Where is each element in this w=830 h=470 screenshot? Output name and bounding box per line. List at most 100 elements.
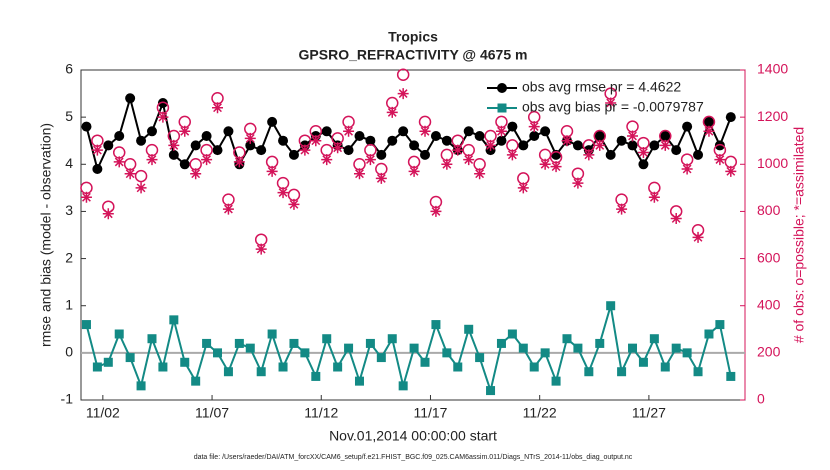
bias-point <box>562 334 572 344</box>
assimilated-obs-point <box>80 191 92 203</box>
bias-point <box>169 315 179 325</box>
bias-point <box>81 320 91 330</box>
y-tick-label: 0 <box>65 344 73 360</box>
x-axis-label: Nov.01,2014 00:00:00 start <box>329 428 497 444</box>
possible-obs-point <box>517 172 530 185</box>
y2-tick-label: 600 <box>757 249 781 265</box>
y-tick-label: -1 <box>61 391 74 407</box>
assimilated-obs-point <box>528 121 540 133</box>
possible-obs-point <box>451 134 465 147</box>
y-tick-label: 4 <box>65 155 73 171</box>
legend-label: obs avg rmse pr = 4.4622 <box>522 79 681 95</box>
possible-obs-point <box>473 158 486 171</box>
assimilated-obs-point <box>157 111 169 123</box>
x-tick-label: 11/22 <box>523 405 557 421</box>
assimilated-obs-point <box>135 182 147 194</box>
bias-point <box>180 357 190 367</box>
bias-point <box>213 348 223 358</box>
assimilated-obs-point <box>605 97 617 109</box>
rmse-point <box>245 140 256 151</box>
chart-subtitle: GPSRO_REFRACTIVITY @ 4675 m <box>299 47 528 63</box>
x-tick-label: 11/07 <box>195 405 229 421</box>
rmse-point <box>496 135 507 146</box>
rmse-point <box>605 149 616 160</box>
bias-point <box>202 338 212 348</box>
rmse-point <box>365 135 376 146</box>
possible-obs-point <box>80 181 93 195</box>
assimilated-obs-point <box>419 125 431 137</box>
legend-marker <box>497 103 507 113</box>
y2-tick-label: 200 <box>757 344 781 360</box>
bias-point <box>453 362 463 372</box>
possible-obs-point <box>276 176 290 190</box>
rmse-point <box>682 121 693 132</box>
x-tick-label: 11/17 <box>413 405 447 421</box>
bias-point <box>365 338 375 348</box>
rmse-point <box>463 126 474 137</box>
assimilated-obs-point <box>430 205 442 217</box>
rmse-point <box>638 159 649 170</box>
possible-obs-point <box>724 155 738 169</box>
assimilated-obs-point <box>332 142 344 154</box>
assimilated-obs-point <box>561 135 573 147</box>
bias-point <box>409 343 419 353</box>
assimilated-obs-point <box>725 165 737 177</box>
assimilated-obs-point <box>168 139 180 151</box>
rmse-point <box>321 126 332 137</box>
rmse-point <box>387 135 398 146</box>
possible-obs-point <box>134 169 148 183</box>
bias-point <box>704 329 714 339</box>
rmse-point <box>256 145 267 156</box>
assimilated-obs-point <box>681 163 693 175</box>
rmse-point <box>376 149 387 160</box>
bias-point <box>114 329 124 339</box>
bias-point <box>529 362 539 372</box>
bias-point <box>311 371 321 381</box>
assimilated-obs-point <box>375 172 387 184</box>
bias-point <box>660 362 670 372</box>
rmse-point <box>714 140 725 151</box>
bias-point <box>387 334 397 344</box>
rmse-point <box>92 164 103 174</box>
possible-obs-point <box>364 143 377 157</box>
y-tick-label: 2 <box>65 249 73 265</box>
y2-tick-label: 1400 <box>757 61 788 77</box>
x-tick-label: 11/02 <box>86 405 120 421</box>
assimilated-obs-point <box>474 168 486 180</box>
assimilated-obs-point <box>495 125 507 137</box>
assimilated-obs-point <box>517 182 529 194</box>
rmse-point <box>409 140 420 151</box>
assimilated-obs-point <box>201 154 213 166</box>
bias-point <box>267 329 277 339</box>
bias-point <box>606 301 616 311</box>
possible-obs-point <box>254 233 268 246</box>
bias-point <box>496 338 506 348</box>
chart-title: Tropics <box>388 29 438 45</box>
assimilated-obs-point <box>616 203 628 215</box>
assimilated-obs-point <box>659 139 671 151</box>
possible-obs-point <box>189 158 202 171</box>
bias-point <box>551 376 561 386</box>
rmse-point <box>343 145 354 156</box>
bias-point <box>333 362 343 372</box>
possible-obs-point <box>429 195 443 209</box>
rmse-point <box>660 131 671 141</box>
possible-obs-point <box>265 155 279 169</box>
possible-obs-point <box>560 125 574 138</box>
bias-point <box>715 320 725 330</box>
y2-tick-label: 0 <box>757 391 765 407</box>
assimilated-obs-point <box>91 144 103 156</box>
assimilated-obs-point <box>539 158 551 170</box>
possible-obs-point <box>320 143 333 157</box>
bias-point <box>223 367 233 377</box>
assimilated-obs-point <box>102 208 114 220</box>
bias-point <box>595 338 605 348</box>
y-tick-label: 3 <box>65 202 73 218</box>
assimilated-obs-point <box>353 168 365 180</box>
possible-obs-point <box>353 158 366 171</box>
x-tick-label: 11/12 <box>304 405 338 421</box>
possible-obs-point <box>538 148 552 162</box>
bias-point <box>376 353 386 363</box>
possible-obs-point <box>484 129 497 143</box>
rmse-point <box>168 149 179 160</box>
